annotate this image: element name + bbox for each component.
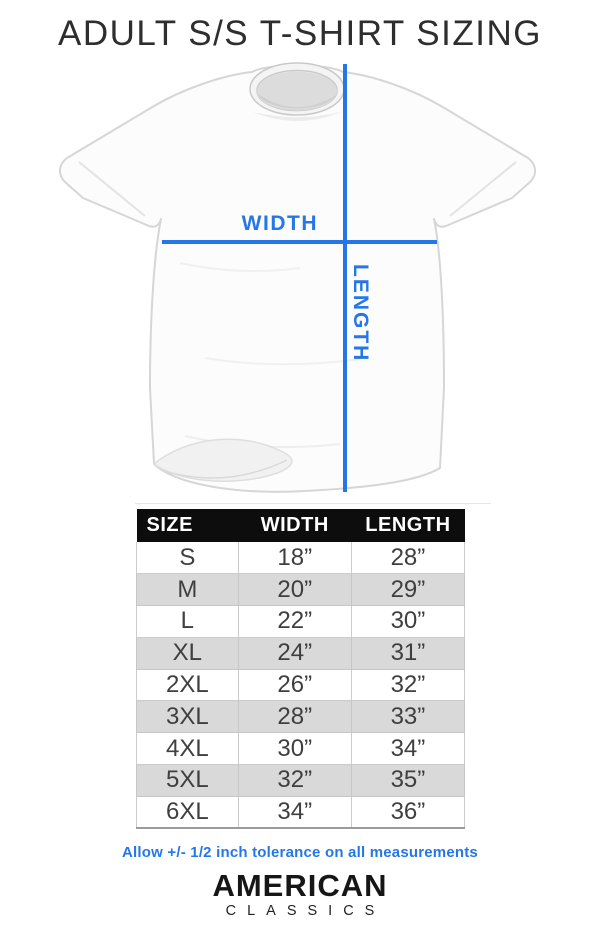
table-row: XL 24” 31” bbox=[136, 636, 466, 670]
size-table-header: SIZE WIDTH LENGTH bbox=[136, 509, 465, 542]
table-cell: 36” bbox=[350, 795, 466, 829]
table-cell: S bbox=[136, 542, 239, 575]
size-table: SIZE WIDTH LENGTH S 18” 28” M 20” 29” L 22” 30” X… bbox=[136, 509, 466, 830]
table-cell: 32” bbox=[350, 668, 466, 702]
table-cell: 5XL bbox=[136, 764, 239, 797]
table-cell: 30” bbox=[350, 605, 466, 638]
table-row: 3XL 28” 33” bbox=[136, 700, 466, 734]
table-cell: XL bbox=[136, 636, 239, 670]
table-cell: 32” bbox=[237, 764, 352, 797]
length-label: LENGTH bbox=[349, 264, 372, 363]
brand-subname: CLASSICS bbox=[225, 902, 386, 919]
brand-logo: AMERICAN CLASSICS bbox=[0, 868, 600, 920]
tshirt-diagram bbox=[55, 58, 545, 508]
table-cell: 22” bbox=[237, 605, 352, 638]
table-cell: 24” bbox=[237, 636, 352, 670]
width-measure-line bbox=[162, 240, 437, 244]
table-cell: 31” bbox=[350, 636, 466, 670]
table-cell: L bbox=[136, 605, 239, 638]
brand-name: AMERICAN bbox=[212, 868, 388, 903]
table-cell: 34” bbox=[237, 795, 352, 829]
table-cell: 6XL bbox=[136, 795, 239, 829]
size-table-body: S 18” 28” M 20” 29” L 22” 30” XL 24” 31” 2XL 26” 32” 3X… bbox=[136, 542, 466, 829]
length-measure-line bbox=[343, 64, 347, 492]
table-cell: M bbox=[136, 573, 239, 607]
table-row: 5XL 32” 35” bbox=[136, 764, 466, 797]
column-header-size: SIZE bbox=[136, 509, 239, 542]
table-cell: 29” bbox=[350, 573, 466, 607]
column-header-length: LENGTH bbox=[351, 509, 465, 542]
table-cell: 26” bbox=[237, 668, 352, 702]
table-cell: 30” bbox=[237, 732, 352, 766]
table-row: 4XL 30” 34” bbox=[136, 732, 466, 766]
table-cell: 28” bbox=[237, 700, 352, 734]
tshirt-graphic bbox=[59, 62, 536, 493]
table-cell: 34” bbox=[350, 732, 466, 766]
table-cell: 3XL bbox=[136, 700, 239, 734]
divider-line bbox=[135, 503, 491, 504]
table-row: M 20” 29” bbox=[136, 573, 466, 607]
table-cell: 35” bbox=[350, 764, 466, 797]
table-cell: 4XL bbox=[136, 732, 239, 766]
table-row: S 18” 28” bbox=[136, 542, 466, 575]
table-cell: 2XL bbox=[136, 668, 239, 702]
table-row: L 22” 30” bbox=[136, 605, 466, 638]
table-row: 6XL 34” 36” bbox=[136, 795, 466, 829]
width-label: WIDTH bbox=[241, 212, 318, 235]
table-row: 2XL 26” 32” bbox=[136, 668, 466, 702]
table-cell: 28” bbox=[350, 542, 466, 575]
table-cell: 18” bbox=[237, 542, 352, 575]
tolerance-note: Allow +/- 1/2 inch tolerance on all meas… bbox=[122, 844, 478, 861]
page-title: ADULT S/S T-SHIRT SIZING bbox=[58, 14, 542, 53]
table-cell: 20” bbox=[237, 573, 352, 607]
column-header-width: WIDTH bbox=[238, 509, 352, 542]
table-cell: 33” bbox=[350, 700, 466, 734]
